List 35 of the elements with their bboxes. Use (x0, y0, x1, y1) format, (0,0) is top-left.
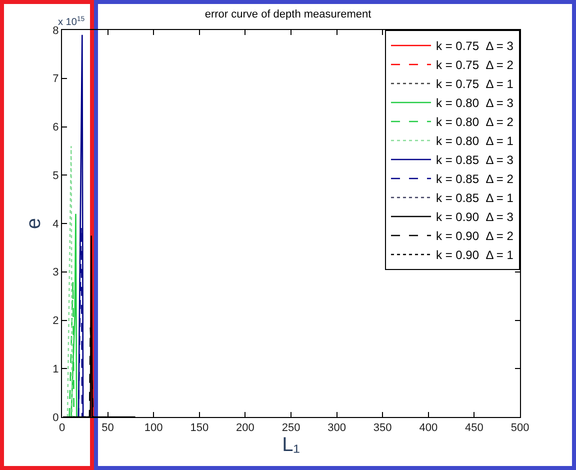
x-axis-title: L₁ (282, 434, 300, 456)
x-tick-label: 100 (144, 422, 163, 434)
y-axis-title: e (23, 218, 46, 230)
legend-label: k = 0.90 Δ = 3 (436, 210, 514, 224)
y-tick-label: 7 (52, 73, 59, 86)
x-tick-label: 200 (236, 422, 254, 434)
legend-label: k = 0.85 Δ = 1 (436, 191, 514, 206)
x-tick-label: 150 (190, 422, 209, 434)
y-tick-label: 8 (52, 24, 59, 37)
x-tick-label: 350 (373, 422, 392, 434)
y-tick-label: 5 (52, 170, 59, 182)
y-tick-label: 3 (52, 266, 59, 279)
x-tick-label: 250 (282, 422, 300, 434)
legend-label: k = 0.85 Δ = 2 (436, 172, 514, 186)
legend-label: k = 0.80 Δ = 1 (436, 134, 514, 148)
legend-label: k = 0.75 Δ = 1 (436, 77, 514, 92)
x-tick-label: 300 (328, 422, 346, 434)
y-tick-label: 1 (52, 363, 59, 376)
legend-label: k = 0.75 Δ = 2 (436, 58, 514, 72)
x-tick-label: 400 (419, 422, 438, 434)
y-tick-label: 2 (52, 315, 59, 328)
text: x 10$^{15}$ (58, 16, 85, 28)
legend-label: k = 0.80 Δ = 3 (436, 96, 514, 110)
y-tick-label: 6 (52, 122, 59, 134)
x-tick-label: 50 (102, 422, 114, 434)
x-tick-label: 500 (510, 422, 530, 434)
legend-label: k = 0.80 Δ = 2 (436, 115, 514, 130)
x-tick-label: 450 (465, 422, 484, 434)
y-tick-label: 4 (52, 218, 59, 230)
y-tick-label: 0 (52, 412, 59, 424)
legend-label: k = 0.90 Δ = 2 (436, 229, 514, 244)
legend-label: k = 0.90 Δ = 1 (436, 248, 514, 262)
legend-label: k = 0.75 Δ = 3 (436, 39, 514, 54)
legend-label: k = 0.85 Δ = 3 (436, 153, 514, 168)
chart-title: error curve of depth measurement (204, 8, 372, 21)
